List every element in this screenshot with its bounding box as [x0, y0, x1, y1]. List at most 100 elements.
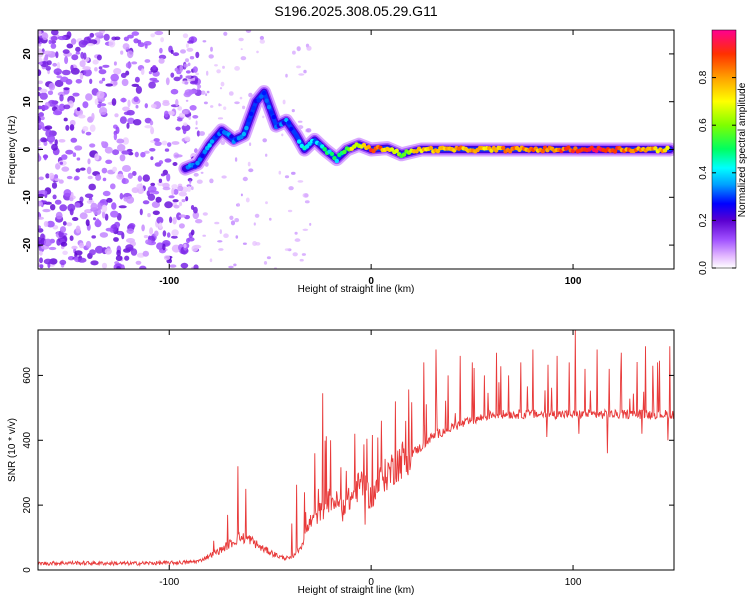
noise-blob	[291, 109, 295, 113]
noise-blob	[229, 215, 234, 220]
noise-blob	[197, 84, 202, 89]
noise-blob	[94, 67, 98, 72]
noise-blob	[113, 132, 118, 141]
noise-blob	[127, 117, 135, 125]
noise-blob	[282, 99, 286, 105]
spectrogram-noise	[38, 30, 312, 269]
noise-blob	[89, 32, 95, 38]
noise-blob	[218, 248, 224, 251]
noise-blob	[101, 77, 106, 82]
noise-blob	[262, 138, 268, 143]
noise-blob	[75, 225, 81, 234]
noise-blob	[179, 64, 183, 73]
noise-blob	[160, 37, 165, 43]
noise-blob	[125, 62, 132, 69]
colorbar-tick-label: 0.0	[698, 261, 709, 275]
noise-blob	[177, 185, 184, 192]
noise-blob	[189, 105, 197, 111]
noise-blob	[303, 69, 307, 74]
noise-blob	[151, 201, 160, 209]
noise-blob	[297, 120, 303, 123]
signal-point	[296, 139, 302, 144]
noise-blob	[43, 258, 53, 265]
noise-blob	[89, 124, 96, 132]
signal-point	[653, 146, 658, 151]
noise-blob	[220, 140, 226, 145]
noise-blob	[234, 101, 240, 105]
noise-blob	[43, 50, 52, 55]
noise-blob	[189, 80, 198, 85]
noise-blob	[153, 138, 160, 142]
spectrogram-x-tick-label: -100	[159, 276, 179, 287]
colorbar-tick-label: 0.2	[698, 213, 709, 227]
noise-blob	[202, 234, 206, 237]
noise-blob	[132, 171, 137, 176]
noise-blob	[96, 54, 102, 61]
noise-blob	[38, 154, 42, 162]
noise-blob	[111, 202, 117, 210]
noise-blob	[79, 60, 86, 68]
noise-blob	[98, 66, 103, 70]
signal-point	[342, 149, 347, 155]
noise-blob	[288, 186, 294, 191]
noise-blob	[112, 149, 120, 156]
noise-blob	[108, 39, 116, 48]
noise-blob	[259, 39, 265, 44]
noise-blob	[266, 256, 271, 260]
noise-blob	[41, 105, 49, 111]
noise-blob	[122, 165, 131, 172]
noise-blob	[304, 200, 310, 204]
noise-blob	[74, 202, 81, 208]
noise-blob	[248, 168, 254, 173]
noise-blob	[61, 166, 70, 172]
noise-blob	[168, 195, 175, 199]
noise-blob	[52, 110, 62, 116]
noise-blob	[124, 255, 130, 261]
noise-blob	[43, 238, 53, 247]
noise-blob	[38, 216, 44, 220]
noise-blob	[281, 133, 284, 137]
noise-blob	[66, 222, 73, 227]
noise-blob	[38, 37, 42, 44]
noise-blob	[89, 78, 93, 85]
noise-blob	[162, 186, 171, 191]
spectrogram-x-tick-label: 0	[368, 276, 374, 287]
noise-blob	[58, 103, 66, 112]
noise-blob	[200, 90, 206, 95]
noise-blob	[214, 221, 220, 225]
colorbar-label: Normalized spectral amplitude	[737, 82, 748, 217]
noise-blob	[143, 235, 149, 239]
noise-blob	[140, 68, 145, 75]
noise-blob	[183, 63, 189, 68]
noise-blob	[88, 183, 96, 191]
noise-blob	[173, 76, 181, 82]
noise-blob	[253, 222, 256, 226]
noise-blob	[85, 209, 91, 213]
noise-blob	[162, 230, 167, 237]
noise-blob	[193, 264, 199, 269]
noise-blob	[39, 92, 48, 100]
noise-blob	[195, 127, 198, 130]
noise-blob	[66, 31, 72, 39]
noise-blob	[190, 205, 195, 210]
noise-blob	[87, 43, 94, 47]
spectrogram-y-tick-label: -10	[22, 190, 33, 205]
spectrogram-y-tick-label: 20	[22, 48, 33, 60]
noise-blob	[240, 193, 243, 197]
noise-blob	[50, 43, 57, 49]
noise-blob	[165, 77, 170, 86]
noise-blob	[93, 217, 96, 221]
noise-blob	[139, 208, 143, 216]
noise-blob	[203, 101, 208, 105]
noise-blob	[190, 186, 194, 191]
signal-point	[291, 129, 297, 134]
snr-frame	[37, 329, 675, 571]
signal-point	[294, 133, 299, 139]
noise-blob	[238, 37, 244, 42]
noise-blob	[120, 50, 124, 55]
noise-blob	[162, 101, 170, 106]
signal-point	[286, 120, 292, 125]
noise-blob	[178, 214, 187, 218]
noise-blob	[54, 199, 62, 205]
noise-blob	[70, 64, 74, 71]
